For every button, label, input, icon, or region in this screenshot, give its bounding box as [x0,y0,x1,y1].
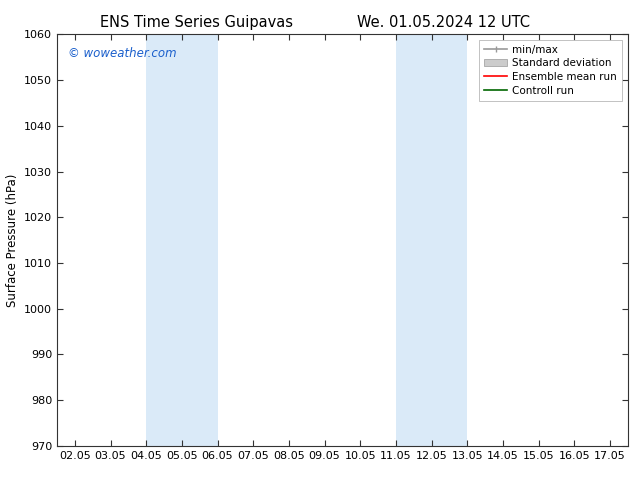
Text: © woweather.com: © woweather.com [68,47,177,60]
Legend: min/max, Standard deviation, Ensemble mean run, Controll run: min/max, Standard deviation, Ensemble me… [479,40,623,101]
Text: ENS Time Series Guipavas: ENS Time Series Guipavas [100,15,293,30]
Text: We. 01.05.2024 12 UTC: We. 01.05.2024 12 UTC [358,15,530,30]
Bar [146,34,217,446]
Bar [396,34,467,446]
Y-axis label: Surface Pressure (hPa): Surface Pressure (hPa) [6,173,18,307]
